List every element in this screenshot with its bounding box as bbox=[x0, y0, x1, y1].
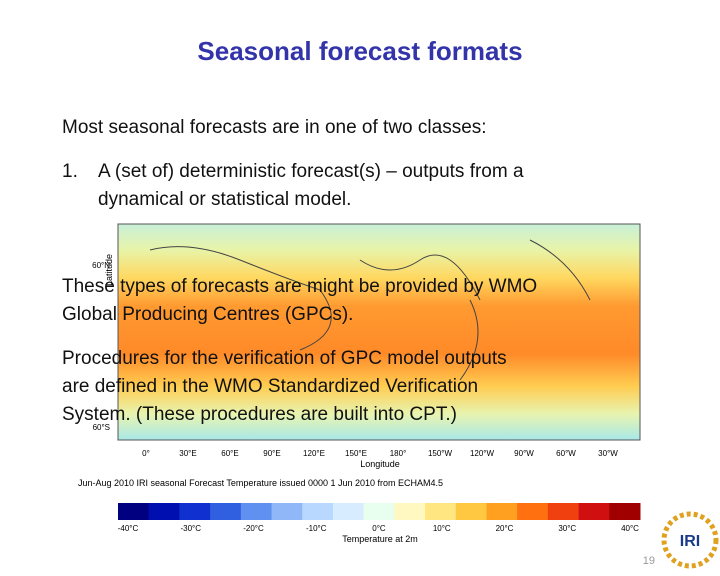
lon-tick: 120°W bbox=[470, 449, 495, 458]
colorbar-cell bbox=[394, 503, 426, 520]
paragraph-line: Procedures for the verification of GPC m… bbox=[62, 348, 507, 369]
colorbar-tick: 30°C bbox=[558, 524, 576, 533]
colorbar-tick: 20°C bbox=[496, 524, 514, 533]
colorbar-cell bbox=[179, 503, 211, 520]
colorbar-cell bbox=[210, 503, 242, 520]
lat-tick: 60°S bbox=[93, 423, 110, 432]
colorbar-cell bbox=[609, 503, 641, 520]
page-number: 19 bbox=[643, 555, 655, 567]
colorbar-tick: 10°C bbox=[433, 524, 451, 533]
colorbar-cell bbox=[455, 503, 487, 520]
colorbar-cell bbox=[240, 503, 273, 520]
colorbar-tick: 0°C bbox=[372, 524, 386, 533]
colorbar-cell bbox=[547, 503, 580, 520]
lat-tick: 60°N bbox=[92, 261, 110, 270]
colorbar-cell bbox=[425, 503, 457, 520]
colorbar-cell bbox=[148, 503, 180, 520]
logo-text: IRI bbox=[680, 533, 700, 550]
lon-tick: 90°E bbox=[263, 449, 280, 458]
colorbar bbox=[118, 503, 641, 520]
paragraph-line: are defined in the WMO Standardized Veri… bbox=[62, 376, 479, 397]
lon-label: Longitude bbox=[360, 459, 400, 469]
colorbar-tick: -10°C bbox=[306, 524, 327, 533]
map bbox=[117, 223, 641, 441]
colorbar-cell bbox=[302, 503, 334, 520]
lon-tick: 60°W bbox=[556, 449, 576, 458]
lon-tick: 180° bbox=[390, 449, 407, 458]
lon-tick: 120°E bbox=[303, 449, 325, 458]
list-text: dynamical or statistical model. bbox=[98, 189, 352, 210]
paragraph-line: Global Producing Centres (GPCs). bbox=[62, 304, 354, 325]
colorbar-cell bbox=[363, 503, 395, 520]
paragraph-line: System. (These procedures are built into… bbox=[62, 404, 457, 425]
intro: Most seasonal forecasts are in one of tw… bbox=[62, 117, 487, 138]
colorbar-label: Temperature at 2m bbox=[342, 534, 418, 544]
colorbar-cell bbox=[486, 503, 518, 520]
list-marker: 1. bbox=[62, 161, 78, 182]
paragraph-line: These types of forecasts are might be pr… bbox=[62, 276, 538, 297]
colorbar-cell bbox=[332, 503, 365, 520]
colorbar-cell bbox=[578, 503, 610, 520]
lon-tick: 60°E bbox=[221, 449, 238, 458]
list-text: A (set of) deterministic forecast(s) – o… bbox=[98, 161, 524, 182]
colorbar-tick: 40°C bbox=[621, 524, 639, 533]
lon-tick: 30°W bbox=[598, 449, 618, 458]
lon-tick: 30°E bbox=[179, 449, 196, 458]
colorbar-tick: -20°C bbox=[243, 524, 264, 533]
title: Seasonal forecast formats bbox=[197, 36, 523, 66]
lon-tick: 0° bbox=[142, 449, 150, 458]
colorbar-tick: -40°C bbox=[118, 524, 139, 533]
lon-tick: 150°E bbox=[345, 449, 367, 458]
caption: Jun-Aug 2010 IRI seasonal Forecast Tempe… bbox=[78, 478, 443, 488]
coastlines bbox=[149, 239, 591, 381]
lat-label: Latitude bbox=[104, 254, 114, 286]
colorbar-tick: -30°C bbox=[180, 524, 201, 533]
lon-tick: 90°W bbox=[514, 449, 534, 458]
colorbar-cell bbox=[271, 503, 303, 520]
colorbar-cell bbox=[118, 503, 150, 520]
colorbar-cell bbox=[517, 503, 549, 520]
lon-tick: 150°W bbox=[428, 449, 453, 458]
logo bbox=[661, 511, 719, 569]
